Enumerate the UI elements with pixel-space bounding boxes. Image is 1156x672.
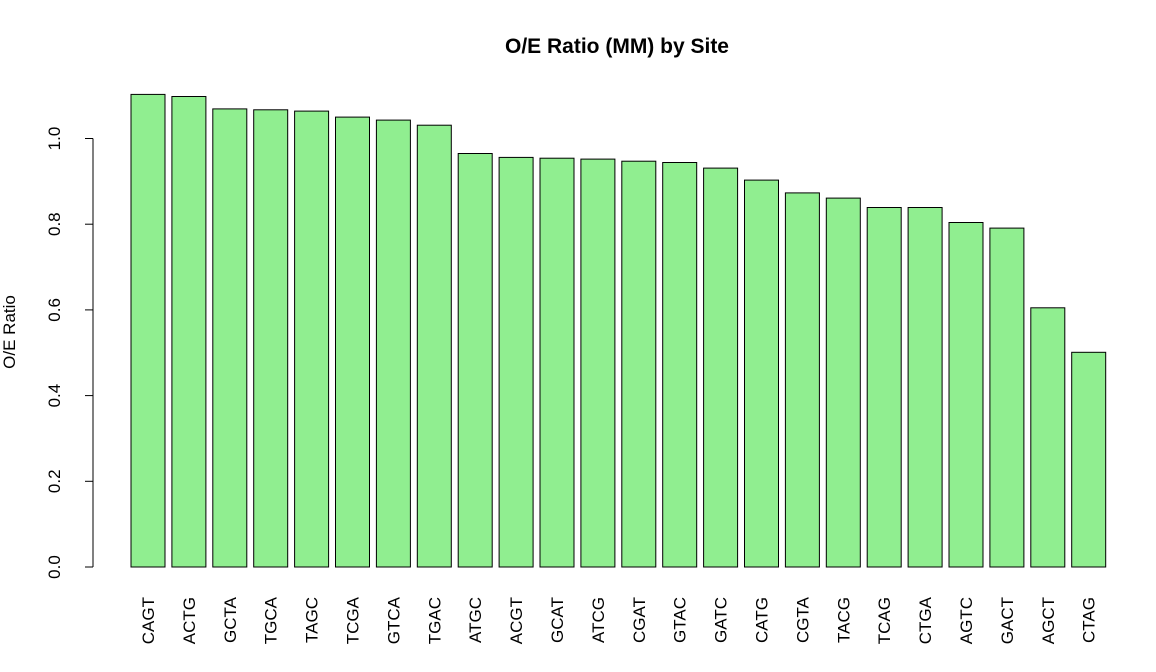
- x-tick-label-agtc: AGTC: [957, 597, 976, 644]
- bar-cagt: [130, 93, 166, 568]
- bar-agct: [1030, 307, 1066, 568]
- bar-atgc: [457, 153, 493, 568]
- bar-tacg: [825, 197, 861, 568]
- bar-tgac: [416, 124, 452, 568]
- bar-acgt: [498, 156, 534, 568]
- y-tick-label: 0.8: [45, 212, 64, 236]
- bar-gtca: [375, 119, 411, 568]
- x-tick-label-cgat: CGAT: [630, 597, 649, 643]
- x-tick-label-catg: CATG: [753, 597, 772, 643]
- bar-agtc: [948, 222, 984, 568]
- x-tick-label-atcg: ATCG: [589, 597, 608, 643]
- bar-ctag: [1071, 351, 1107, 568]
- bar-tgca: [253, 109, 289, 568]
- x-tick-label-cagt: CAGT: [139, 597, 158, 644]
- x-tick-label-gtca: GTCA: [384, 596, 403, 644]
- x-tick-label-agct: AGCT: [1039, 597, 1058, 644]
- chart-title: O/E Ratio (MM) by Site: [505, 35, 729, 58]
- bar-cgat: [621, 160, 657, 568]
- y-tick-label: 0.0: [45, 555, 64, 579]
- y-axis: 0.0 0.2 0.4 0.6 0.8 1.0: [45, 127, 94, 579]
- x-tick-label-actg: ACTG: [180, 597, 199, 644]
- x-tick-label-tagc: TAGC: [303, 597, 322, 643]
- x-tick-label-gcat: GCAT: [548, 597, 567, 643]
- bar-cgta: [784, 192, 820, 568]
- bar-gcat: [539, 157, 575, 568]
- x-tick-label-tcga: TCGA: [344, 596, 363, 644]
- x-tick-label-gcta: GCTA: [221, 596, 240, 643]
- bar-gcta: [212, 108, 248, 568]
- x-tick-label-cgta: CGTA: [793, 596, 812, 643]
- y-tick-label: 0.6: [45, 298, 64, 322]
- x-tick-label-tcag: TCAG: [875, 597, 894, 644]
- x-tick-label-ctga: CTGA: [916, 596, 935, 644]
- bar-ctga: [907, 207, 943, 568]
- bar-gact: [989, 227, 1025, 568]
- bar-tcga: [335, 116, 370, 568]
- x-tick-label-ctag: CTAG: [1080, 597, 1099, 643]
- bar-gatc: [703, 167, 739, 568]
- bar-tagc: [294, 110, 330, 568]
- bar-actg: [171, 96, 207, 568]
- x-tick-label-atgc: ATGC: [466, 597, 485, 643]
- bars-group: [130, 93, 1107, 568]
- x-tick-label-gact: GACT: [998, 597, 1017, 644]
- y-axis-label: O/E Ratio: [0, 295, 19, 369]
- y-tick-label: 0.4: [45, 384, 64, 408]
- x-tick-label-acgt: ACGT: [507, 597, 526, 644]
- x-tick-label-tgca: TGCA: [262, 596, 281, 644]
- bar-tcag: [866, 207, 902, 568]
- bar-gtac: [662, 162, 698, 568]
- x-tick-labels: CAGT ACTG GCTA TGCA TAGC TCGA GTCA TGAC ATGC ACGT…: [139, 596, 1099, 644]
- bar-atcg: [580, 158, 616, 568]
- bar-catg: [744, 179, 779, 568]
- x-tick-label-gtac: GTAC: [671, 597, 690, 643]
- x-tick-label-tacg: TACG: [834, 597, 853, 643]
- x-tick-label-tgac: TGAC: [425, 597, 444, 644]
- y-tick-label: 1.0: [45, 127, 64, 151]
- y-tick-label: 0.2: [45, 469, 64, 493]
- x-tick-label-gatc: GATC: [712, 597, 731, 643]
